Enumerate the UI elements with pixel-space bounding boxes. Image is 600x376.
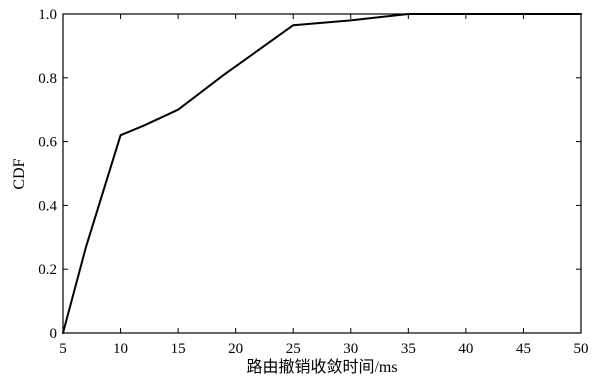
x-tick-label: 40: [458, 341, 473, 357]
x-axis-label: 路由撤销收敛时间/ms: [246, 358, 397, 376]
y-tick-labels: 0 0.2 0.4 0.6 0.8 1.0: [38, 7, 57, 342]
x-tick-label: 45: [516, 341, 531, 357]
cdf-series-line: [62, 13, 582, 334]
y-axis-label: CDF: [11, 158, 28, 189]
y-tick-label: 1.0: [38, 7, 57, 23]
y-tick-label: 0.6: [38, 135, 57, 151]
x-tick-label: 30: [343, 341, 358, 357]
x-tick-label: 15: [171, 341, 186, 357]
y-tick-label: 0.2: [38, 262, 57, 278]
y-tick-label: 0: [50, 326, 58, 342]
x-tick-labels: 5 10 15 20 25 30 35 40 45 50: [59, 341, 588, 357]
series-layer: [62, 13, 582, 334]
x-tick-label: 20: [228, 341, 243, 357]
x-tick-label: 35: [401, 341, 416, 357]
x-tick-label: 25: [286, 341, 301, 357]
y-tick-label: 0.4: [38, 198, 57, 214]
x-tick-label: 50: [574, 341, 589, 357]
x-tick-label: 5: [59, 341, 67, 357]
plot-frame: [62, 13, 582, 334]
tick-marks: [62, 13, 582, 334]
x-tick-label: 10: [113, 341, 128, 357]
y-tick-label: 0.8: [38, 71, 57, 87]
